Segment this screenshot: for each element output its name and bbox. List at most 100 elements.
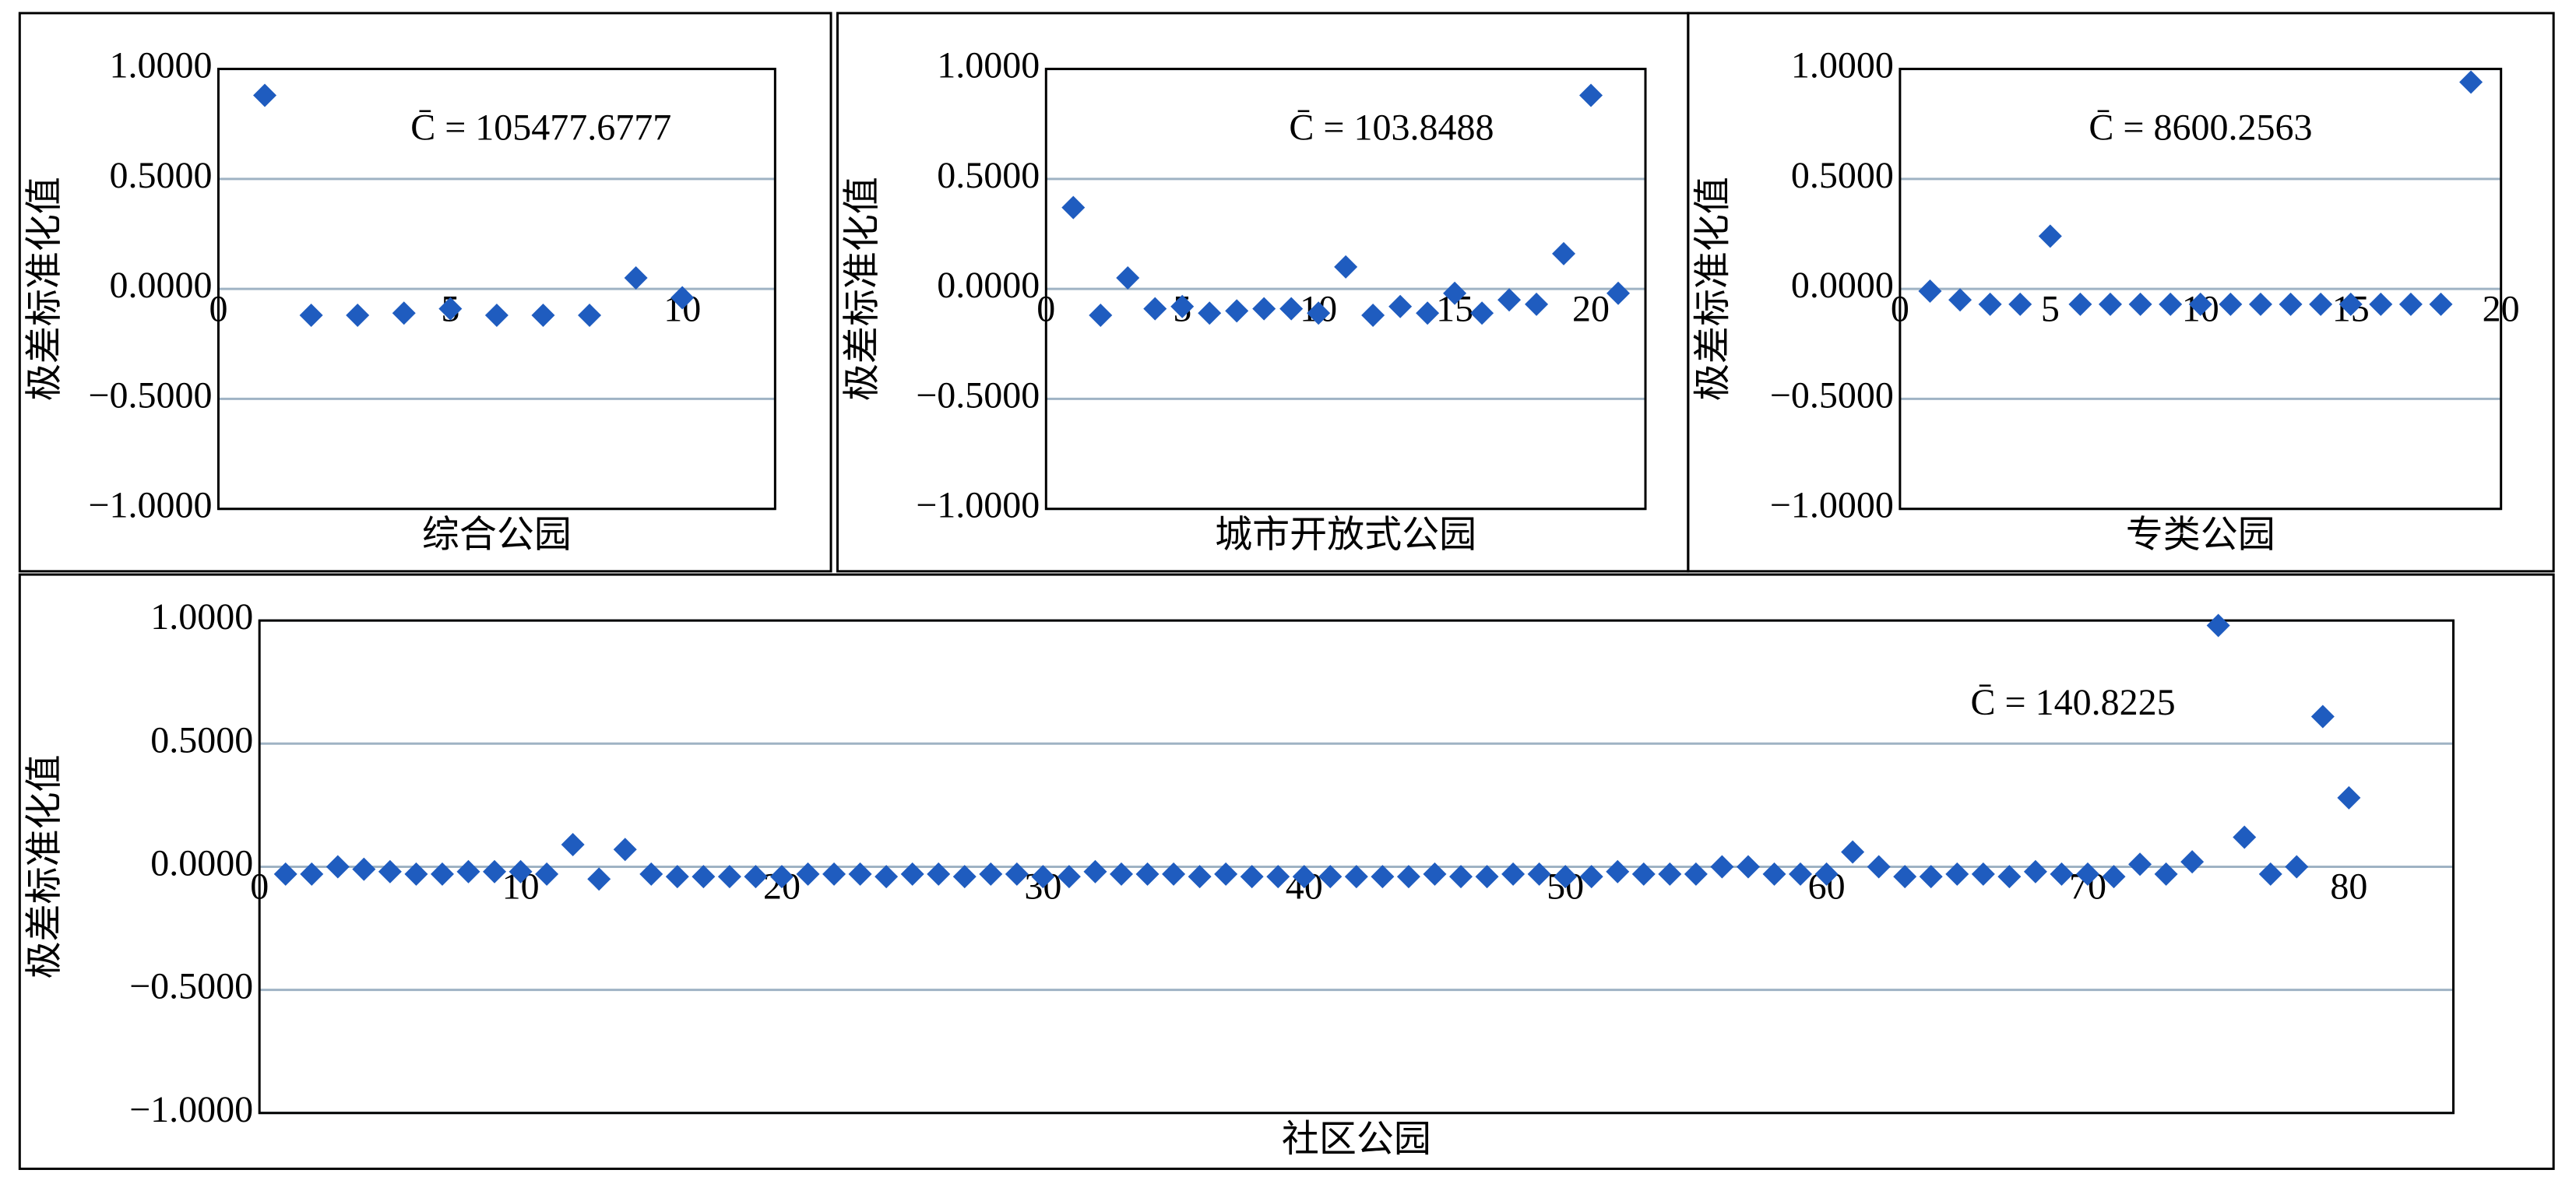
data-point (2159, 292, 2183, 316)
data-point (253, 83, 277, 107)
data-point (1188, 865, 1212, 889)
x-tick-label: 0 (250, 866, 269, 908)
y-tick-label: 0.0000 (150, 842, 253, 884)
data-point (2233, 825, 2257, 849)
data-point (1116, 266, 1140, 290)
panel-border (18, 12, 832, 573)
data-point (1396, 865, 1420, 889)
data-point (1919, 865, 1943, 889)
data-point (1344, 865, 1368, 889)
data-point (1225, 299, 1249, 323)
data-point (822, 862, 846, 886)
x-axis-label: 综合公园 (422, 515, 572, 556)
data-point (2338, 292, 2363, 316)
data-point (2248, 292, 2272, 316)
y-tick-label: −1.0000 (1770, 485, 1894, 526)
data-point (2038, 224, 2062, 248)
data-point (404, 862, 428, 886)
data-point (300, 862, 324, 886)
y-tick-label: 1.0000 (150, 596, 253, 638)
data-point (2309, 292, 2333, 316)
y-axis-label: 极差标准化值 (1692, 177, 1733, 401)
plot-border (1899, 68, 2503, 511)
data-point (1997, 865, 2022, 889)
x-tick-label: 0 (1036, 288, 1055, 329)
data-point (2310, 704, 2335, 729)
y-tick-label: 1.0000 (109, 45, 212, 86)
data-point (273, 862, 297, 886)
x-tick-label: 20 (2483, 288, 2520, 329)
data-point (1416, 301, 1440, 325)
data-point (900, 862, 924, 886)
data-point (1061, 195, 1086, 220)
data-point (483, 859, 507, 884)
data-point (796, 862, 820, 886)
data-point (1162, 862, 1186, 886)
y-tick-label: −0.5000 (129, 966, 253, 1007)
data-point (1978, 292, 2002, 316)
y-tick-label: 1.0000 (1791, 45, 1894, 86)
x-tick-label: 20 (1572, 288, 1610, 329)
data-point (744, 865, 768, 889)
annotation: C̄ = 140.8225 (1971, 682, 2176, 723)
data-point (1318, 865, 1343, 889)
data-point (1292, 865, 1316, 889)
data-point (1501, 862, 1526, 886)
plot-border (1044, 68, 1647, 511)
data-point (352, 857, 376, 881)
panel-border (18, 573, 2555, 1170)
data-point (613, 838, 637, 862)
y-axis-label: 极差标准化值 (23, 177, 65, 401)
data-point (392, 301, 416, 325)
data-point (2128, 852, 2152, 877)
x-tick-label: 80 (2330, 866, 2367, 908)
data-point (1279, 297, 1304, 321)
data-point (1814, 862, 1839, 886)
plot-border (216, 68, 776, 511)
data-point (2398, 292, 2423, 316)
data-point (665, 865, 689, 889)
data-point (1579, 83, 1603, 107)
data-point (1143, 297, 1167, 321)
data-point (484, 304, 509, 328)
data-point (1554, 865, 1578, 889)
data-point (1089, 304, 1113, 328)
data-point (509, 859, 533, 884)
data-point (346, 304, 370, 328)
data-point (1423, 862, 1447, 886)
data-point (1631, 862, 1656, 886)
y-tick-label: 0.0000 (109, 265, 212, 306)
data-point (2099, 292, 2123, 316)
data-point (1307, 301, 1331, 325)
x-tick-label: 0 (209, 288, 227, 329)
y-tick-label: −0.5000 (88, 374, 212, 416)
data-point (1470, 301, 1494, 325)
data-point (2023, 859, 2047, 884)
data-point (430, 862, 454, 886)
data-point (1497, 288, 1522, 312)
annotation: C̄ = 8600.2563 (2089, 107, 2312, 149)
data-point (2337, 785, 2361, 810)
data-point (1083, 859, 1107, 884)
data-point (2206, 613, 2230, 638)
data-point (1031, 865, 1055, 889)
data-point (587, 867, 611, 891)
data-point (1918, 279, 1942, 303)
data-point (952, 865, 977, 889)
data-point (1710, 855, 1734, 879)
data-point (1443, 281, 1467, 305)
y-tick-label: 0.5000 (937, 155, 1040, 196)
y-tick-label: −1.0000 (88, 485, 212, 526)
y-axis-label: 极差标准化值 (841, 177, 882, 401)
data-point (1658, 862, 1682, 886)
y-tick-label: 1.0000 (937, 45, 1040, 86)
data-point (670, 286, 695, 310)
data-point (2128, 292, 2152, 316)
data-point (1057, 865, 1081, 889)
data-point (456, 859, 480, 884)
data-point (1762, 862, 1786, 886)
data-point (1684, 862, 1708, 886)
x-axis-label: 城市开放式公园 (1215, 515, 1476, 556)
data-point (1945, 862, 1969, 886)
